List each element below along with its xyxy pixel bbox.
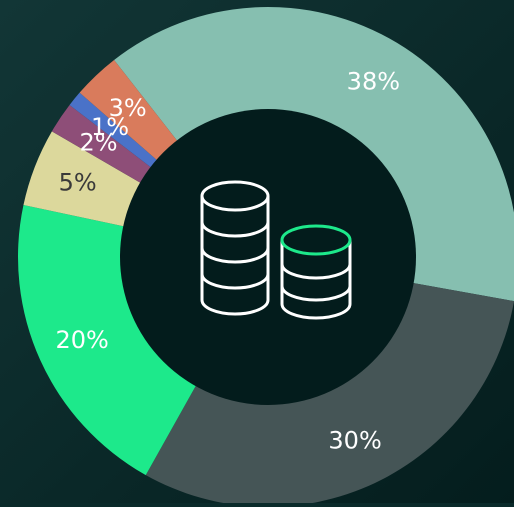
slice bbox=[69, 92, 158, 169]
value-label: 1% bbox=[91, 113, 129, 141]
value-label: 5% bbox=[59, 169, 97, 197]
value-label: 30% bbox=[328, 426, 381, 454]
slice bbox=[23, 131, 142, 227]
slice bbox=[51, 104, 153, 184]
slice bbox=[145, 282, 514, 507]
value-label: 3% bbox=[109, 94, 147, 122]
coins-icon bbox=[200, 180, 352, 320]
value-label: 20% bbox=[55, 326, 108, 354]
value-label: 2% bbox=[79, 128, 117, 156]
donut bbox=[17, 7, 514, 507]
value-label: 38% bbox=[347, 67, 400, 95]
slice bbox=[17, 205, 197, 476]
slice bbox=[79, 59, 179, 162]
slice bbox=[114, 7, 514, 302]
